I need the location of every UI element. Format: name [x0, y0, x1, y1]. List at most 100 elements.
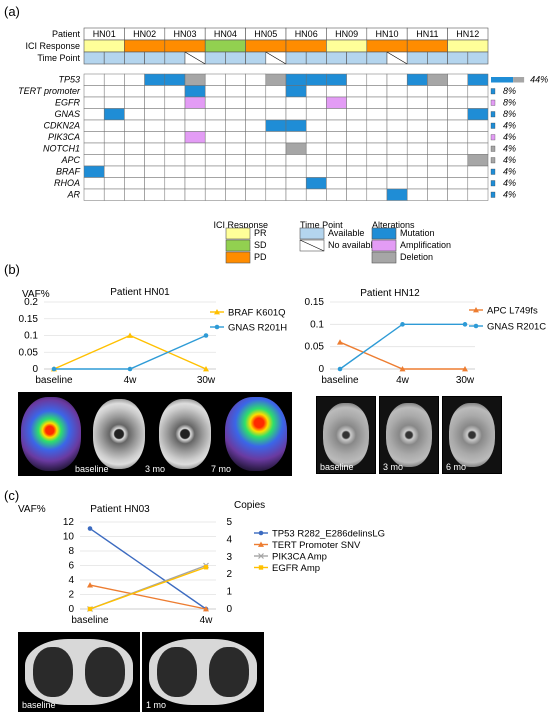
ct-chest-scan-hn03-1mo: 1 mo — [142, 632, 264, 712]
empty-cell — [184, 165, 206, 178]
y2-tick-label: 4 — [226, 534, 232, 545]
time-point-cell — [103, 51, 125, 65]
empty-cell — [204, 165, 226, 178]
empty-cell — [447, 96, 469, 109]
empty-cell — [326, 154, 347, 167]
alteration-cell — [184, 85, 206, 98]
ici-response-cell — [245, 39, 287, 53]
y2-tick-label: 1 — [226, 587, 232, 598]
empty-cell — [447, 73, 469, 86]
y2-tick-label: 2 — [226, 569, 232, 580]
alteration-cell — [305, 73, 327, 86]
empty-cell — [366, 119, 388, 132]
empty-cell — [184, 108, 206, 121]
empty-cell — [386, 154, 408, 167]
legend-label: Amplification — [400, 240, 451, 250]
empty-cell — [467, 119, 489, 132]
empty-cell — [184, 119, 206, 132]
data-point — [337, 366, 343, 372]
legend-swatch — [371, 227, 397, 240]
data-point — [87, 582, 93, 588]
legend-slash — [299, 239, 325, 252]
y2-tick-label: 0 — [226, 604, 232, 615]
row-label-patient: Patient — [52, 29, 81, 39]
empty-cell — [326, 131, 347, 144]
time-point-not-available-slash — [265, 51, 287, 65]
empty-cell — [83, 96, 105, 109]
empty-cell — [83, 188, 105, 201]
empty-cell — [164, 188, 186, 201]
data-point — [337, 339, 343, 345]
empty-cell — [83, 73, 105, 86]
alteration-cell — [83, 165, 105, 178]
data-point — [462, 366, 468, 372]
alteration-cell — [184, 96, 206, 109]
empty-cell — [164, 154, 186, 167]
gene-label: PIK3CA — [48, 132, 80, 142]
x-tick-label: 4w — [124, 375, 138, 386]
empty-cell — [124, 131, 145, 144]
y-tick-label: 0 — [32, 364, 38, 375]
x-tick-label: baseline — [35, 375, 73, 386]
empty-cell — [285, 96, 307, 109]
patient-id-label: HN06 — [295, 29, 318, 39]
empty-cell — [124, 119, 145, 132]
alteration-cell — [467, 108, 489, 121]
chart-title: Patient HN12 — [360, 288, 420, 299]
empty-cell — [164, 131, 186, 144]
data-point-stroke — [258, 553, 264, 559]
empty-cell — [144, 177, 166, 190]
data-point — [127, 366, 133, 372]
alteration-cell — [164, 73, 186, 86]
empty-cell — [447, 154, 469, 167]
empty-cell — [285, 108, 307, 121]
gene-label: TP53 — [58, 75, 80, 85]
data-point — [214, 309, 220, 315]
empty-cell — [366, 96, 388, 109]
empty-cell — [204, 131, 226, 144]
row-label-time-point: Time Point — [37, 53, 80, 63]
empty-cell — [164, 108, 186, 121]
empty-cell — [204, 73, 226, 86]
legend-swatch — [371, 239, 397, 252]
empty-cell — [124, 177, 145, 190]
empty-cell — [326, 188, 347, 201]
legend-label: PD — [254, 252, 267, 262]
frequency-bar — [491, 77, 514, 83]
data-point — [214, 324, 220, 330]
empty-cell — [346, 73, 368, 86]
empty-cell — [245, 165, 267, 178]
chart-title: Patient HN01 — [110, 287, 170, 298]
gene-label: AR — [66, 190, 80, 200]
empty-cell — [366, 188, 388, 201]
empty-cell — [447, 165, 469, 178]
data-point — [203, 333, 209, 338]
empty-cell — [305, 154, 327, 167]
empty-cell — [164, 177, 186, 190]
empty-cell — [144, 131, 166, 144]
y-tick-label: 12 — [63, 517, 75, 528]
empty-cell — [447, 119, 469, 132]
alteration-cell — [265, 73, 287, 86]
empty-cell — [427, 165, 448, 178]
empty-cell — [164, 119, 186, 132]
empty-cell — [103, 73, 125, 86]
pet-ct-scan-strip-hn01: baseline 3 mo 7 mo — [18, 392, 292, 476]
empty-cell — [285, 154, 307, 167]
empty-cell — [83, 142, 105, 155]
empty-cell — [144, 142, 166, 155]
gene-label: GNAS — [54, 109, 80, 119]
empty-cell — [386, 165, 408, 178]
empty-cell — [346, 108, 368, 121]
data-point — [203, 606, 209, 612]
empty-cell — [326, 165, 347, 178]
empty-cell — [83, 108, 105, 121]
empty-cell — [124, 154, 145, 167]
empty-cell — [225, 131, 246, 144]
chart-title: Patient HN03 — [90, 504, 150, 515]
empty-cell — [144, 108, 166, 121]
empty-cell — [386, 119, 408, 132]
empty-cell — [406, 119, 428, 132]
empty-cell — [467, 85, 489, 98]
scan-label: baseline — [22, 700, 56, 710]
